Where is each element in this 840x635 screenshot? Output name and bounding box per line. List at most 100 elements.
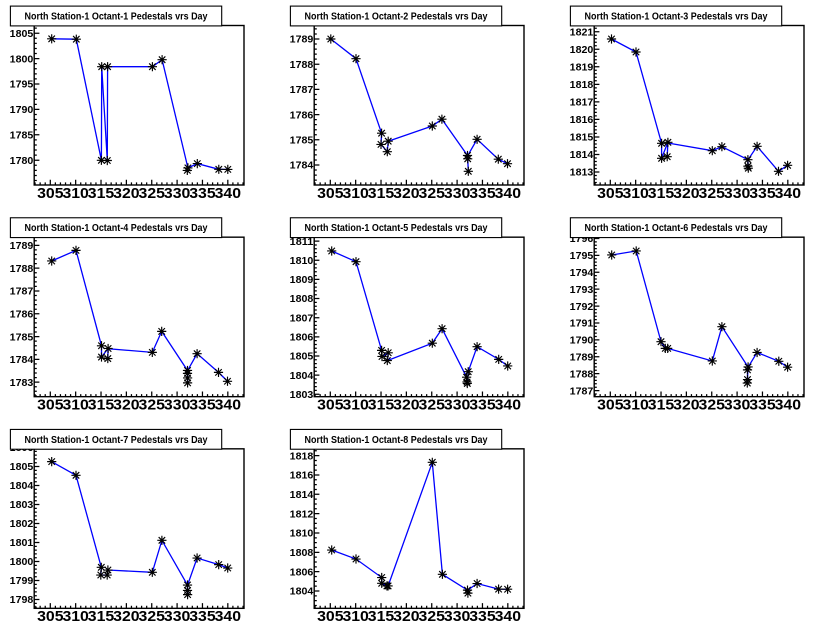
svg-text:305: 305 [317,186,343,202]
svg-text:1795: 1795 [570,251,594,262]
svg-text:1806: 1806 [290,333,314,344]
svg-text:1780: 1780 [10,156,34,167]
svg-text:330: 330 [444,186,470,202]
svg-text:310: 310 [622,398,648,414]
svg-text:315: 315 [648,398,674,414]
svg-text:North Station-1 Octant-4 Pedes: North Station-1 Octant-4 Pedestals vrs D… [25,223,208,234]
svg-text:1788: 1788 [290,60,314,71]
svg-text:1785: 1785 [10,131,34,142]
svg-text:1809: 1809 [290,275,314,286]
svg-text:310: 310 [62,398,88,414]
svg-text:320: 320 [113,609,139,625]
svg-text:1795: 1795 [10,80,34,91]
svg-text:335: 335 [189,398,215,414]
svg-text:1783: 1783 [10,378,34,389]
svg-text:325: 325 [419,186,445,202]
svg-text:335: 335 [469,609,495,625]
svg-text:1817: 1817 [570,98,594,109]
svg-text:340: 340 [495,398,521,414]
svg-text:310: 310 [342,609,368,625]
svg-text:330: 330 [724,398,750,414]
svg-text:North Station-1 Octant-6 Pedes: North Station-1 Octant-6 Pedestals vrs D… [585,223,768,234]
svg-text:335: 335 [469,186,495,202]
svg-text:305: 305 [317,609,343,625]
svg-text:North Station-1 Octant-3 Pedes: North Station-1 Octant-3 Pedestals vrs D… [585,12,768,23]
svg-text:320: 320 [393,186,419,202]
svg-text:1785: 1785 [10,332,34,343]
svg-text:1794: 1794 [570,268,594,279]
svg-text:1818: 1818 [570,80,594,91]
svg-text:1784: 1784 [10,355,34,366]
svg-text:1788: 1788 [10,264,34,275]
svg-text:315: 315 [368,609,394,625]
svg-text:1815: 1815 [570,133,594,144]
svg-text:1804: 1804 [290,371,314,382]
svg-text:1785: 1785 [290,136,314,147]
svg-text:1786: 1786 [290,110,314,121]
svg-text:1789: 1789 [290,35,314,46]
svg-text:340: 340 [495,609,521,625]
svg-text:1791: 1791 [570,319,594,330]
svg-text:1808: 1808 [290,294,314,305]
svg-text:325: 325 [139,398,165,414]
svg-text:315: 315 [368,398,394,414]
svg-text:315: 315 [648,186,674,202]
svg-text:325: 325 [699,186,725,202]
svg-text:335: 335 [749,186,775,202]
svg-text:1788: 1788 [570,369,594,380]
svg-text:320: 320 [393,398,419,414]
svg-text:1812: 1812 [290,509,314,520]
svg-text:North Station-1 Octant-5 Pedes: North Station-1 Octant-5 Pedestals vrs D… [305,223,488,234]
svg-text:1801: 1801 [10,538,34,549]
svg-text:310: 310 [62,609,88,625]
svg-text:1787: 1787 [570,386,594,397]
svg-text:1787: 1787 [10,287,34,298]
svg-text:320: 320 [113,186,139,202]
svg-text:1800: 1800 [10,557,34,568]
svg-text:1789: 1789 [570,352,594,363]
svg-text:North Station-1 Octant-1 Pedes: North Station-1 Octant-1 Pedestals vrs D… [25,12,208,23]
svg-text:340: 340 [215,609,241,625]
svg-text:330: 330 [724,186,750,202]
svg-text:340: 340 [495,186,521,202]
svg-text:1813: 1813 [570,168,594,179]
svg-text:1816: 1816 [290,471,314,482]
svg-text:310: 310 [62,186,88,202]
svg-text:1810: 1810 [290,256,314,267]
svg-text:1807: 1807 [290,313,314,324]
svg-text:1808: 1808 [290,548,314,559]
svg-text:340: 340 [215,398,241,414]
svg-text:1792: 1792 [570,302,594,313]
svg-text:1805: 1805 [290,352,314,363]
svg-text:320: 320 [393,609,419,625]
svg-text:1786: 1786 [10,309,34,320]
svg-text:1805: 1805 [10,462,34,473]
svg-text:310: 310 [622,186,648,202]
svg-text:1820: 1820 [570,45,594,56]
svg-text:North Station-1 Octant-2 Pedes: North Station-1 Octant-2 Pedestals vrs D… [305,12,488,23]
svg-text:320: 320 [113,398,139,414]
svg-text:305: 305 [597,398,623,414]
svg-text:320: 320 [673,398,699,414]
svg-text:310: 310 [342,398,368,414]
svg-text:1799: 1799 [10,576,34,587]
svg-text:330: 330 [164,186,190,202]
svg-text:1800: 1800 [10,54,34,65]
svg-text:North Station-1 Octant-8 Pedes: North Station-1 Octant-8 Pedestals vrs D… [305,435,488,446]
svg-text:1793: 1793 [570,285,594,296]
svg-text:1789: 1789 [10,241,34,252]
svg-text:315: 315 [88,186,114,202]
svg-text:325: 325 [419,609,445,625]
svg-text:325: 325 [139,186,165,202]
svg-text:North Station-1 Octant-7 Pedes: North Station-1 Octant-7 Pedestals vrs D… [25,435,208,446]
svg-text:330: 330 [164,398,190,414]
svg-text:325: 325 [419,398,445,414]
svg-text:1819: 1819 [570,62,594,73]
svg-text:1804: 1804 [10,481,34,492]
svg-text:305: 305 [317,398,343,414]
svg-text:1810: 1810 [290,529,314,540]
svg-text:1798: 1798 [10,595,34,606]
svg-text:310: 310 [342,186,368,202]
svg-text:1806: 1806 [290,567,314,578]
svg-text:1804: 1804 [290,587,314,598]
